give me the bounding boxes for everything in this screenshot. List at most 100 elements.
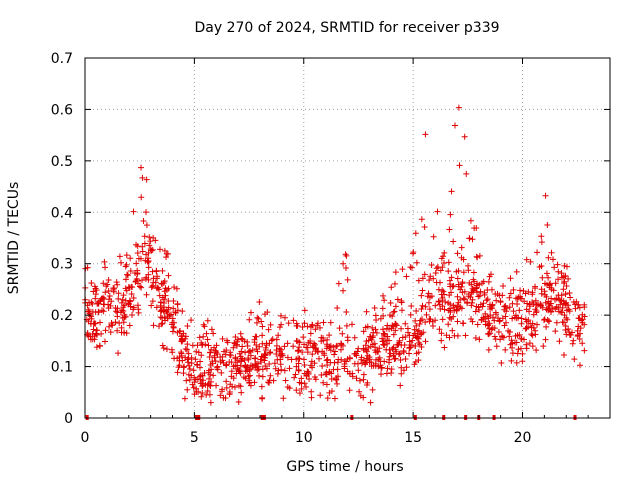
data-point: [210, 372, 217, 379]
data-point: [130, 295, 137, 302]
data-point: [397, 356, 404, 363]
data-point: [469, 318, 476, 325]
y-tick-label: 0.1: [51, 360, 73, 376]
data-point: [518, 320, 525, 327]
data-point: [88, 315, 95, 322]
data-point: [296, 390, 303, 397]
data-point: [360, 394, 367, 401]
data-point: [199, 342, 206, 349]
data-point: [495, 328, 502, 335]
data-point: [477, 288, 484, 295]
data-point: [138, 284, 145, 291]
data-point: [122, 263, 129, 270]
data-point: [200, 321, 207, 328]
data-point: [141, 240, 148, 247]
data-point: [326, 389, 333, 396]
data-point: [392, 320, 399, 327]
data-point: [547, 280, 554, 287]
data-point: [377, 362, 384, 369]
data-point: [122, 276, 129, 283]
data-point: [246, 372, 253, 379]
data-point: [308, 394, 315, 401]
data-point: [184, 341, 191, 348]
data-point: [220, 359, 227, 366]
data-point: [413, 334, 420, 341]
data-point: [282, 377, 289, 384]
data-point: [114, 309, 121, 316]
data-point: [427, 294, 434, 301]
data-point: [534, 321, 541, 328]
data-point: [196, 334, 203, 341]
data-point: [176, 328, 183, 335]
data-point: [160, 279, 167, 286]
data-point: [130, 208, 137, 215]
data-point: [534, 249, 541, 256]
data-point: [105, 287, 112, 294]
data-point: [224, 337, 231, 344]
data-point: [301, 380, 308, 387]
data-point: [373, 356, 379, 363]
data-point: [565, 306, 572, 313]
data-point: [533, 347, 540, 354]
data-point: [542, 299, 549, 306]
data-point: [468, 281, 475, 288]
x-tick-label: 5: [190, 430, 199, 446]
data-point: [304, 344, 311, 351]
data-point: [497, 298, 504, 305]
data-point: [556, 338, 563, 345]
data-point: [174, 300, 181, 307]
data-point: [251, 339, 258, 346]
data-point: [474, 321, 481, 328]
data-point: [417, 317, 424, 324]
x-axis-label: GPS time / hours: [286, 459, 403, 475]
data-point: [384, 365, 391, 372]
data-point: [307, 323, 314, 330]
data-point: [99, 307, 106, 314]
data-point: [509, 344, 516, 351]
data-point: [397, 382, 404, 389]
data-point: [93, 287, 100, 294]
data-point: [101, 295, 108, 302]
data-point: [388, 370, 395, 377]
data-point: [548, 300, 555, 307]
data-point: [346, 387, 353, 394]
data-point: [290, 343, 297, 350]
y-tick-label: 0.4: [51, 205, 73, 221]
data-point: [143, 222, 150, 229]
data-point: [394, 296, 401, 303]
data-point: [176, 354, 183, 361]
data-point: [120, 319, 127, 326]
data-point: [386, 353, 393, 360]
data-point: [278, 366, 285, 373]
data-point: [538, 233, 545, 240]
data-point: [372, 326, 379, 333]
data-point: [122, 297, 129, 304]
data-point: [102, 264, 109, 271]
data-point: [311, 340, 318, 347]
data-point: [152, 279, 159, 286]
data-point: [419, 302, 426, 309]
data-point: [440, 260, 447, 267]
data-point: [95, 309, 102, 316]
data-point: [563, 283, 570, 290]
data-point: [503, 305, 510, 312]
data-point: [378, 365, 385, 372]
data-point: [154, 284, 161, 291]
data-point: [169, 315, 176, 322]
data-point: [134, 250, 141, 257]
data-point: [366, 354, 373, 361]
data-point: [423, 311, 430, 318]
data-point: [425, 299, 432, 306]
data-point: [247, 352, 254, 359]
data-point: [150, 275, 157, 282]
data-point: [338, 346, 345, 353]
data-point: [252, 361, 259, 368]
data-point: [149, 298, 156, 305]
data-point: [115, 295, 122, 302]
data-point: [156, 246, 163, 253]
data-point: [323, 357, 330, 364]
data-point: [219, 335, 226, 342]
data-point: [432, 302, 439, 309]
data-point: [509, 300, 516, 307]
data-point: [507, 275, 514, 282]
